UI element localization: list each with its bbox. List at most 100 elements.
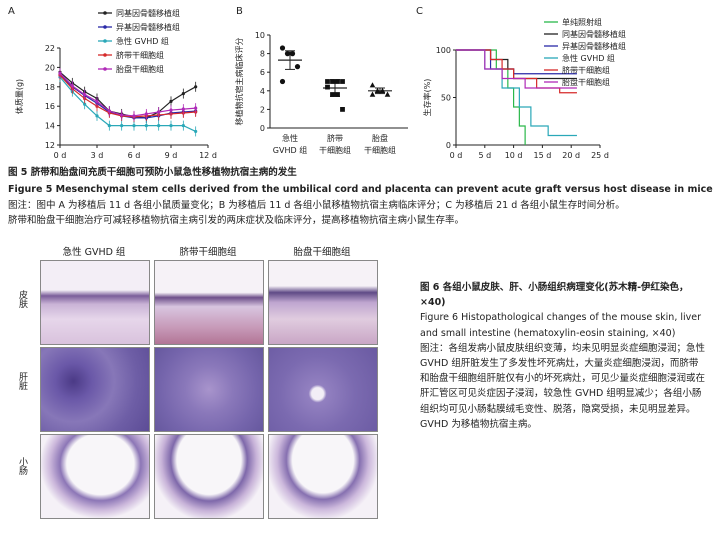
data-point [369,91,376,97]
data-point [132,124,136,128]
series-line [59,76,196,132]
skin-umbilical-micrograph [154,260,264,345]
category-label: 干细胞组 [319,145,351,155]
fig5-note-2: 脐带和胎盘干细胞治疗可减轻移植物抗宿主病引发的两床症状及临床评分，提高移植物抗宿… [8,215,465,226]
data-point [83,92,87,97]
data-point [144,124,148,128]
y-tick-label: 12 [45,141,55,150]
data-point [384,91,391,97]
data-point [157,124,161,128]
fig6-col-header-umbilical: 脐带干细胞组 [179,247,237,258]
x-tick-label: 25 d [591,151,609,160]
liver-umbilical-micrograph [154,347,264,432]
panel-c-letter: C [416,6,423,17]
fig5-title: 图 5 脐带和胎盘间充质干细胞可预防小鼠急性移植物抗宿主病的发生 [8,167,297,178]
legend-label: 同基因骨髓移植组 [116,8,180,18]
series-line [59,72,196,117]
x-tick-label: 6 d [128,151,141,160]
x-tick-label: 10 d [505,151,523,160]
x-tick-label: 3 d [91,151,104,160]
y-tick-label: 18 [45,83,55,92]
y-tick-label: 100 [436,46,451,55]
intestine-placenta-micrograph [268,434,378,519]
y-axis-label: 体质量(g) [14,79,24,114]
x-tick-label: 20 d [562,151,580,160]
survival-line [456,49,577,137]
data-point [95,99,99,103]
y-tick-label: 50 [441,94,451,103]
data-point [289,51,296,57]
y-tick-label: 16 [45,102,55,111]
data-point [169,108,173,112]
category-label: 胎盘 [372,133,388,143]
y-tick-label: 6 [260,68,265,77]
data-point [181,107,185,111]
y-tick-label: 10 [255,31,265,40]
legend-marker [103,67,107,71]
x-tick-label: 0 d [450,151,463,160]
data-point [120,124,124,128]
fig6-title-en: Figure 6 Histopathological changes of th… [420,312,702,339]
data-point [144,112,148,116]
fig5-note-1: 图注：图中 A 为移植后 11 d 各组小鼠质量变化；B 为移植后 11 d 各… [8,200,625,211]
data-point [340,107,345,112]
data-point [181,124,185,128]
data-point [157,110,161,114]
category-label: 脐带 [327,133,343,143]
skin-placenta-micrograph [268,260,378,345]
panel-a-letter: A [8,6,15,17]
data-point [330,79,335,84]
legend-marker [103,53,107,57]
fig6-row-header-liver: 肝脏 [17,372,27,390]
liver-gvhd-micrograph [40,347,150,432]
legend-marker [103,39,107,43]
legend-label: 脐带干细胞组 [562,65,610,75]
data-point [340,79,345,84]
fig6-title: 图 6 各组小鼠皮肤、肝、小肠组织病理变化(苏木精-伊红染色，×40) [420,282,689,309]
legend-label: 胎盘干细胞组 [116,64,164,74]
data-point [181,91,185,96]
chart-panel-a: A 12 14 16 18 20 22 0 d 3 d 6 d 9 d 12 d 体质量(g) 同基因骨髓… [8,6,217,160]
data-point [335,79,340,84]
data-point [330,92,335,97]
data-point [374,87,381,93]
x-tick-label: 15 d [533,151,551,160]
category-label: 干细胞组 [364,145,396,155]
y-tick-label: 22 [45,44,55,53]
y-tick-label: 14 [45,122,55,131]
data-point [369,82,376,88]
fig6-note: 图注：各组发病小鼠皮肤组织变薄，均未见明显炎症细胞浸润；急性 GVHD 组肝脏发… [420,342,706,430]
data-point [58,71,62,75]
liver-placenta-micrograph [268,347,378,432]
skin-gvhd-micrograph [40,260,150,345]
data-point [194,106,198,110]
data-point [279,45,286,51]
legend-label: 同基因骨髓移植组 [562,29,626,39]
y-tick-label: 2 [260,105,265,114]
data-point [325,79,330,84]
legend-label: 急性 GVHD 组 [116,36,169,46]
fig6-row-header-skin: 皮肤 [17,290,27,308]
legend-label: 胎盘干细胞组 [562,77,610,87]
survival-line [456,49,577,94]
x-tick-label: 12 d [199,151,217,160]
x-tick-label: 5 d [478,151,491,160]
data-point [294,64,301,70]
legend-label: 单纯照射组 [562,17,602,27]
data-point [379,87,386,93]
legend-label: 异基因骨髓移植组 [562,41,626,51]
x-tick-label: 0 d [54,151,67,160]
y-tick-label: 4 [260,87,265,96]
data-point [169,99,173,103]
data-point [70,84,74,88]
intestine-gvhd-micrograph [40,434,150,519]
fig6-col-header-placenta: 胎盘干细胞组 [293,247,351,258]
data-point [194,85,198,89]
legend-label: 急性 GVHD 组 [562,53,615,63]
y-tick-label: 0 [446,141,451,150]
y-tick-label: 8 [260,50,265,59]
fig6-row-header-intestine: 小肠 [17,457,27,475]
data-point [95,114,99,118]
survival-line [456,49,577,89]
survival-line [456,49,577,75]
